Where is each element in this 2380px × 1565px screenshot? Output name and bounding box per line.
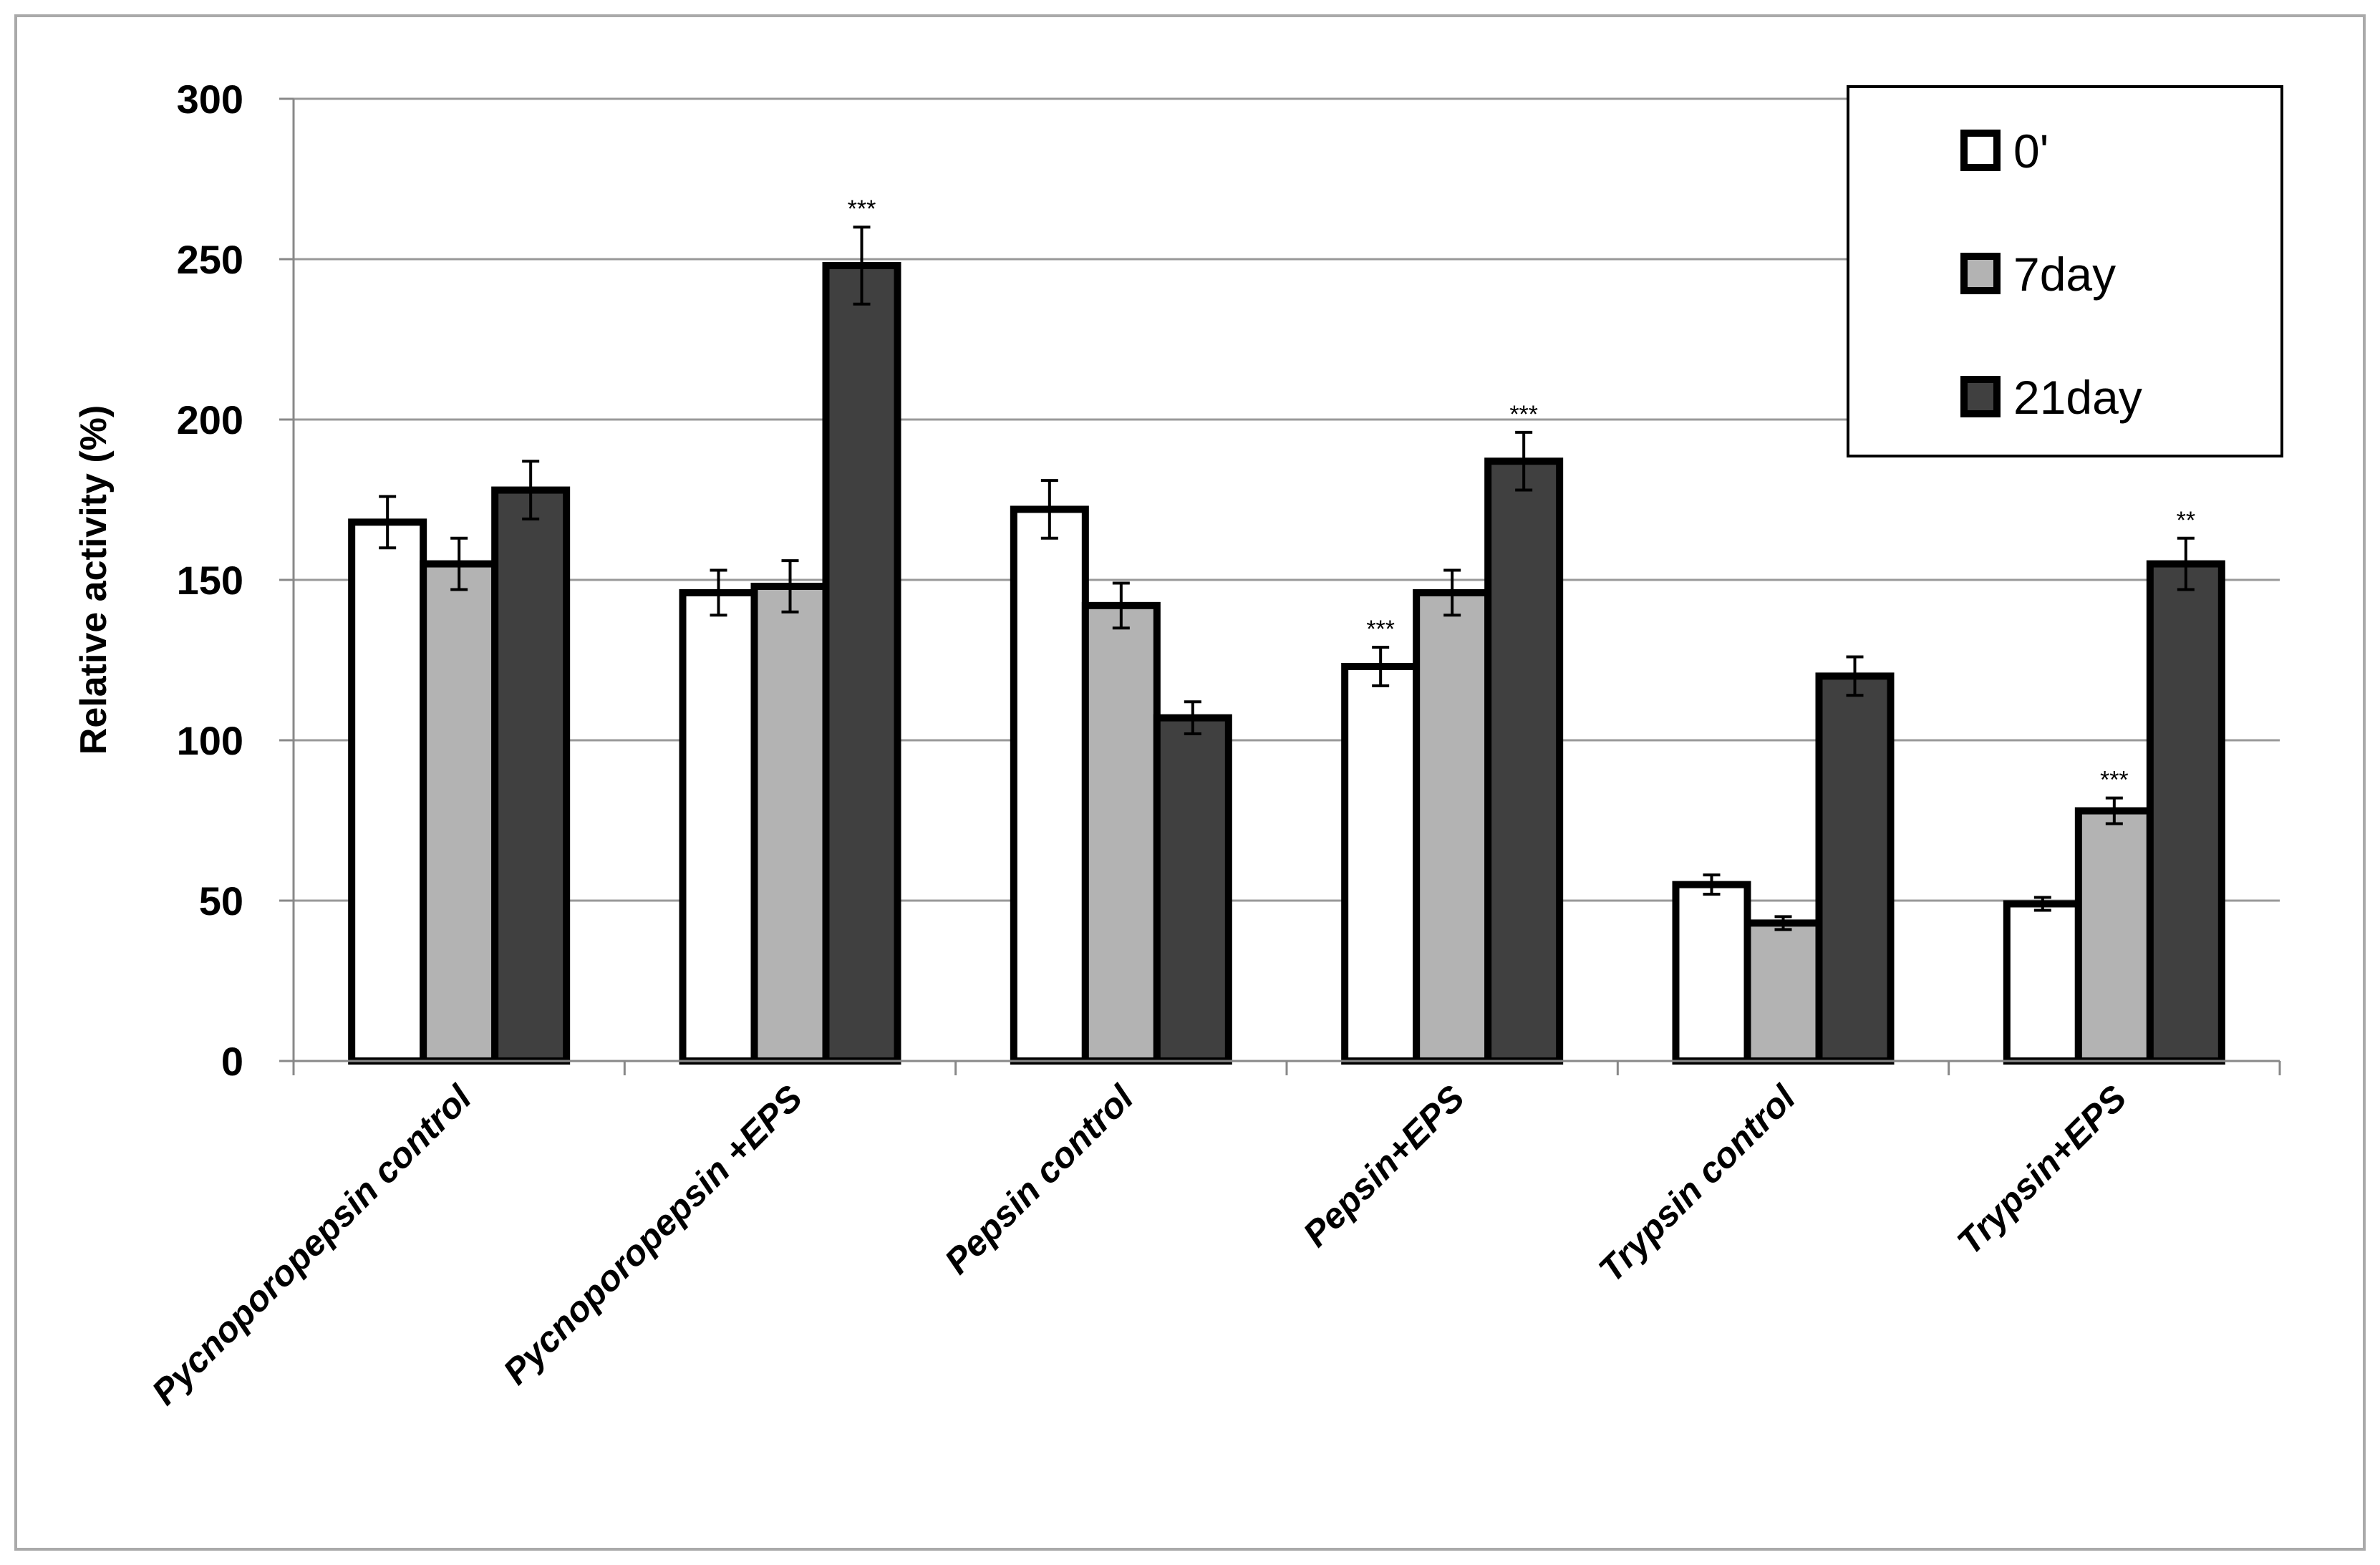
legend-label: 21day [2013,371,2142,424]
y-tick-label: 100 [177,718,243,763]
bar [1815,672,1895,1065]
significance-label: *** [1509,401,1538,428]
legend-box [1847,85,2283,457]
legend-swatch [1960,253,2001,294]
bar [2003,900,2082,1065]
bar [679,588,758,1065]
bar [1153,714,1232,1065]
significance-label: ** [2177,507,2195,534]
bar [750,582,830,1065]
y-tick-label: 300 [177,77,243,122]
bar [1484,457,1564,1065]
legend-swatch [1960,376,2001,417]
bar [491,486,571,1065]
bar [420,560,499,1065]
y-tick-label: 250 [177,237,243,282]
bars: ************** [348,195,2225,1065]
y-tick-label: 0 [221,1039,243,1084]
bar [1081,601,1161,1065]
bar [2146,560,2225,1065]
y-axis-label: Relative activity (%) [73,405,115,755]
significance-label: *** [1366,616,1395,643]
significance-label: *** [2100,767,2129,794]
bar [1010,505,1089,1065]
y-tick-label: 50 [199,878,243,924]
bar [1672,881,1751,1065]
bar [348,518,427,1065]
legend-swatch [1960,130,2001,171]
legend-label: 7day [2013,248,2116,301]
y-tick-label: 200 [177,397,243,442]
bar [1413,588,1492,1065]
bar [2074,807,2154,1065]
y-tick-label: 150 [177,558,243,603]
bar [1743,919,1823,1065]
bar [1341,662,1421,1065]
bar [822,261,901,1065]
legend: 0' 7day 21day [1847,85,2283,457]
significance-label: *** [848,195,876,223]
legend-label: 0' [2013,125,2048,178]
